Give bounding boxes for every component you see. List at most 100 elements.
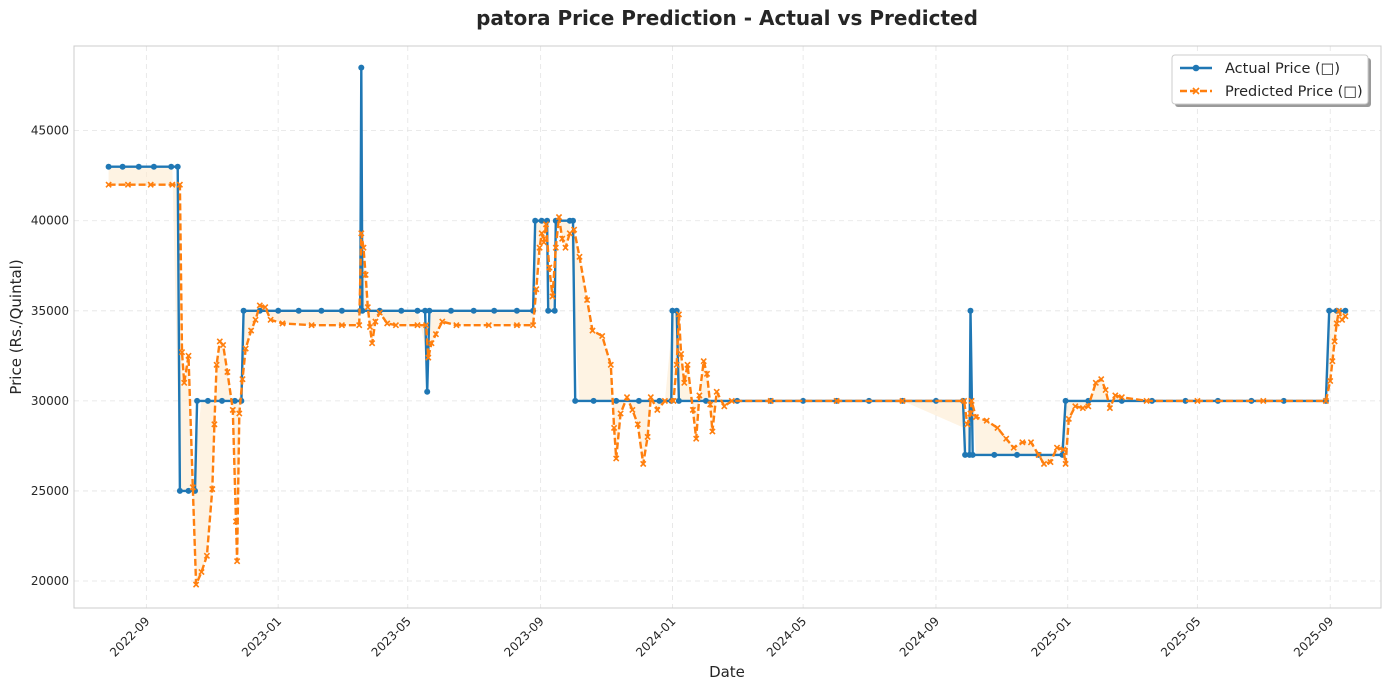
predicted-point	[533, 286, 540, 293]
predicted-point	[147, 181, 154, 188]
predicted-point	[364, 304, 371, 311]
predicted-point	[176, 181, 184, 188]
predicted-point	[968, 397, 975, 405]
y-axis-label: Price (Rs./Quintal)	[7, 259, 25, 394]
predicted-point	[252, 316, 259, 323]
predicted-point	[1062, 460, 1069, 468]
predicted-point	[1260, 397, 1267, 405]
actual-point	[105, 163, 112, 170]
actual-point	[358, 64, 365, 71]
predicted-point	[239, 376, 246, 383]
predicted-point	[428, 340, 435, 347]
predicted-point	[899, 397, 906, 405]
predicted-point	[703, 370, 711, 377]
predicted-point	[972, 413, 980, 421]
actual-point	[168, 163, 175, 170]
actual-point	[532, 217, 539, 224]
predicted-point	[414, 322, 421, 329]
predicted-point	[549, 293, 556, 300]
predicted-point	[308, 322, 315, 329]
predicted-point	[559, 235, 566, 242]
predicted-point	[262, 304, 269, 311]
actual-point	[448, 307, 454, 314]
predicted-point	[368, 340, 376, 347]
predicted-point	[538, 230, 545, 237]
predicted-point	[1098, 376, 1105, 383]
predicted-point	[1053, 444, 1061, 451]
actual-point	[240, 307, 247, 314]
legend-actual-label: Actual Price (□)	[1225, 61, 1340, 77]
predicted-point	[256, 302, 263, 309]
y-tick-label: 35000	[31, 304, 69, 318]
predicted-point	[673, 361, 680, 368]
predicted-point	[661, 397, 669, 405]
predicted-point	[1040, 460, 1048, 468]
predicted-point	[124, 181, 132, 188]
predicted-point	[362, 271, 369, 278]
predicted-point	[267, 316, 274, 323]
predicted-point	[994, 424, 1001, 432]
predicted-point	[644, 433, 651, 441]
actual-point	[656, 397, 663, 404]
actual-point	[1342, 307, 1349, 314]
predicted-point	[1194, 397, 1201, 405]
predicted-point	[1047, 458, 1054, 466]
actual-point	[613, 397, 620, 404]
predicted-point	[647, 394, 654, 401]
actual-point	[194, 397, 201, 404]
predicted-point	[1092, 379, 1099, 386]
predicted-point	[169, 181, 176, 188]
predicted-point	[700, 358, 707, 365]
predicted-point	[542, 221, 550, 228]
predicted-point	[675, 311, 683, 318]
predicted-point	[967, 410, 974, 417]
predicted-point	[439, 318, 446, 325]
predicted-point	[629, 406, 636, 414]
predicted-point	[1342, 313, 1349, 320]
actual-point	[635, 397, 642, 404]
legend-predicted-marker	[1192, 87, 1200, 95]
predicted-point	[185, 352, 192, 359]
predicted-point	[1322, 397, 1330, 405]
actual-point	[570, 217, 576, 224]
actual-point	[962, 451, 969, 458]
predicted-point	[1019, 439, 1026, 446]
predicted-point	[610, 424, 618, 432]
predicted-point	[513, 322, 521, 329]
predicted-point	[562, 244, 569, 251]
actual-point	[376, 307, 383, 314]
predicted-point	[617, 410, 624, 417]
actual-point	[513, 307, 520, 314]
legend-box	[1171, 54, 1369, 105]
legend-actual-marker	[1192, 64, 1200, 72]
actual-point	[1280, 397, 1287, 404]
predicted-point	[713, 388, 720, 395]
actual-point	[669, 307, 676, 314]
predicted-point	[960, 397, 968, 405]
x-axis-label: Date	[709, 663, 745, 681]
predicted-point	[1331, 338, 1338, 345]
actual-point	[275, 307, 282, 314]
actual-point	[135, 163, 142, 170]
actual-point	[338, 307, 345, 314]
predicted-point	[360, 244, 367, 251]
predicted-point	[1027, 439, 1035, 446]
predicted-point	[1065, 415, 1072, 423]
y-tick-label: 45000	[31, 124, 69, 138]
actual-point	[1326, 307, 1333, 314]
predicted-point	[640, 460, 647, 468]
predicted-point	[1010, 444, 1017, 451]
predicted-point	[1112, 392, 1119, 399]
predicted-point	[453, 322, 460, 329]
actual-point	[491, 307, 498, 314]
actual-point	[426, 307, 433, 314]
actual-point	[295, 307, 302, 314]
y-axis-ticks: 20000 25000 30000 35000 40000 45000	[31, 124, 69, 588]
actual-point	[422, 307, 429, 314]
predicted-point	[229, 406, 236, 414]
actual-point	[119, 163, 126, 170]
predicted-point	[529, 322, 537, 329]
predicted-point	[242, 345, 249, 352]
y-tick-label: 25000	[31, 484, 69, 498]
predicted-point	[338, 322, 346, 329]
